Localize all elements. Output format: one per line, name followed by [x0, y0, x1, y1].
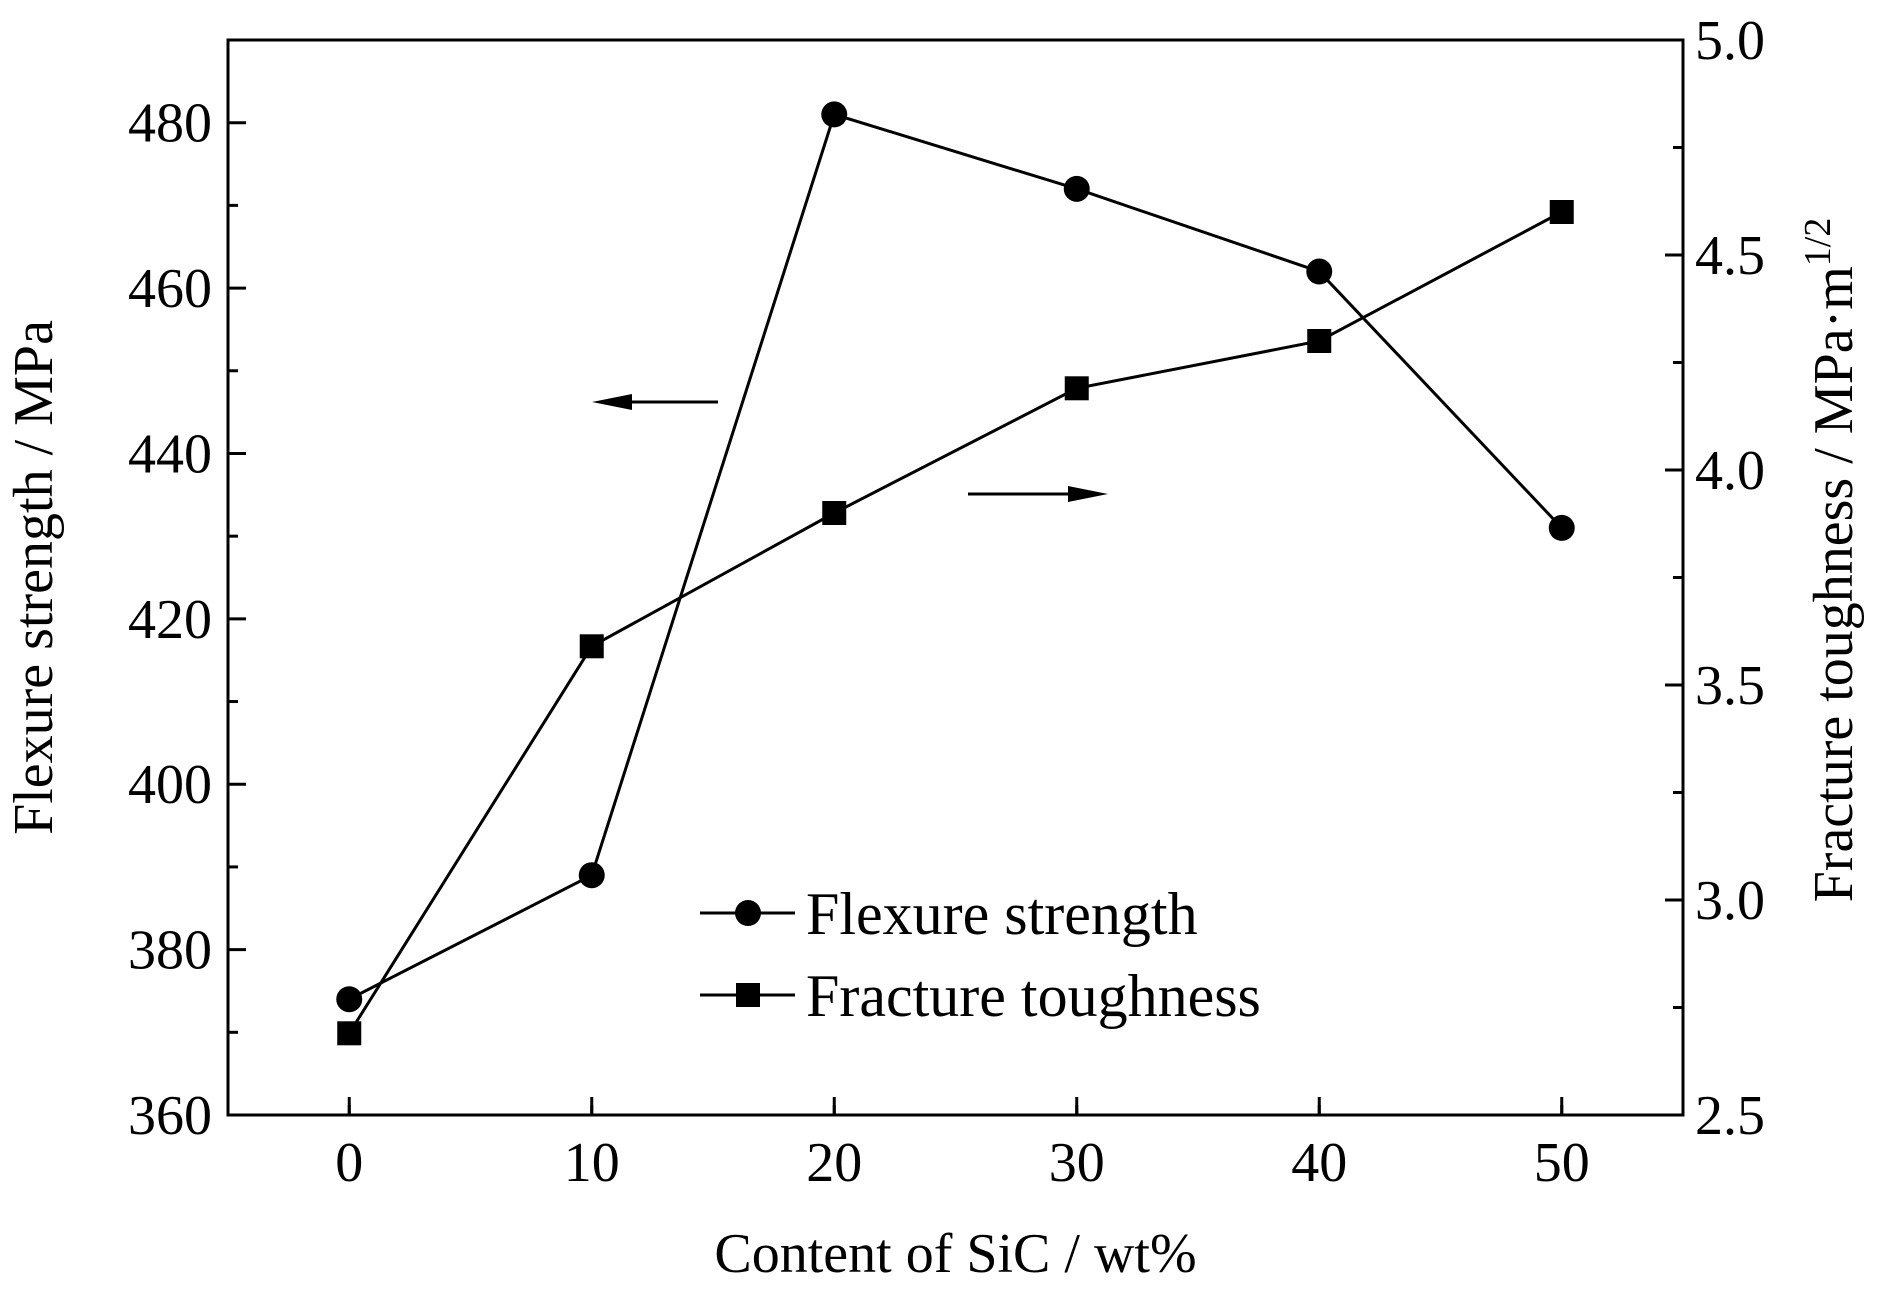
- y-right-axis-title-main: Fracture toughness / MPa·m: [1803, 266, 1865, 902]
- y-right-axis-title: Fracture toughness / MPa·m1/2: [1797, 218, 1865, 903]
- legend-marker-circle-icon: [735, 900, 761, 926]
- y-right-tick-label: 4.0: [1695, 440, 1765, 502]
- x-axis-title: Content of SiC / wt%: [714, 1223, 1196, 1285]
- series-layer: [336, 101, 1575, 1046]
- data-point-flexure-strength: [336, 986, 363, 1013]
- x-tick-labels: 0 10 20 30 40 50: [335, 1132, 1590, 1194]
- right-arrow-icon-head: [1068, 486, 1108, 502]
- legend: Flexure strength Fracture toughness: [700, 881, 1261, 1029]
- legend-item-fracture-toughness: Fracture toughness: [700, 963, 1261, 1029]
- y-right-axis-title-sup: 1/2: [1797, 218, 1839, 267]
- y-right-tick-label: 4.5: [1695, 225, 1765, 287]
- data-point-fracture-toughness: [337, 1021, 362, 1046]
- series-line-fracture-toughness: [347, 210, 1563, 1035]
- plot-frame: [226, 38, 1685, 1117]
- y-right-tick-label: 2.5: [1695, 1085, 1765, 1147]
- y-left-axis-title: Flexure strength / MPa: [3, 320, 65, 835]
- y-left-tick-label: 360: [128, 1085, 212, 1147]
- left-arrow-icon-head: [592, 394, 632, 410]
- y-left-tick-label: 440: [128, 423, 212, 485]
- data-point-fracture-toughness: [579, 634, 604, 659]
- data-point-fracture-toughness: [822, 501, 847, 525]
- y-right-tick-labels: 2.5 3.0 3.5 4.0 4.5 5.0: [1695, 10, 1765, 1147]
- data-point-flexure-strength: [1063, 175, 1090, 202]
- y-left-tick-label: 480: [128, 93, 212, 155]
- legend-label-flexure-strength: Flexure strength: [806, 881, 1198, 947]
- data-point-flexure-strength: [1548, 514, 1575, 541]
- data-point-fracture-toughness: [1064, 376, 1089, 401]
- y-right-tick-label: 5.0: [1695, 10, 1765, 72]
- x-tick-label: 50: [1534, 1132, 1590, 1194]
- y-left-tick-label: 460: [128, 258, 212, 320]
- data-point-fracture-toughness: [1549, 200, 1574, 224]
- legend-item-flexure-strength: Flexure strength: [700, 881, 1198, 947]
- x-tick-label: 10: [564, 1132, 620, 1194]
- y-left-tick-label: 380: [128, 920, 212, 982]
- legend-marker-square-icon: [736, 983, 760, 1007]
- x-tick-label: 40: [1291, 1132, 1347, 1194]
- series-line-flexure-strength: [348, 112, 1563, 1001]
- annotations-layer: [592, 394, 1108, 502]
- y-left-tick-label: 400: [128, 754, 212, 816]
- legend-label-fracture-toughness: Fracture toughness: [806, 963, 1261, 1029]
- data-point-fracture-toughness: [1307, 329, 1332, 353]
- x-tick-label: 0: [335, 1132, 363, 1194]
- data-point-flexure-strength: [821, 101, 848, 128]
- data-point-flexure-strength: [578, 862, 605, 889]
- ticks-layer: [228, 38, 1683, 1117]
- y-left-tick-label: 420: [128, 589, 212, 651]
- y-right-tick-label: 3.5: [1695, 655, 1765, 717]
- x-tick-label: 20: [806, 1132, 862, 1194]
- y-right-tick-label: 3.0: [1695, 870, 1765, 932]
- x-tick-label: 30: [1049, 1132, 1105, 1194]
- y-left-tick-labels: 360 380 400 420 440 460 480: [128, 93, 212, 1147]
- data-point-flexure-strength: [1306, 258, 1333, 285]
